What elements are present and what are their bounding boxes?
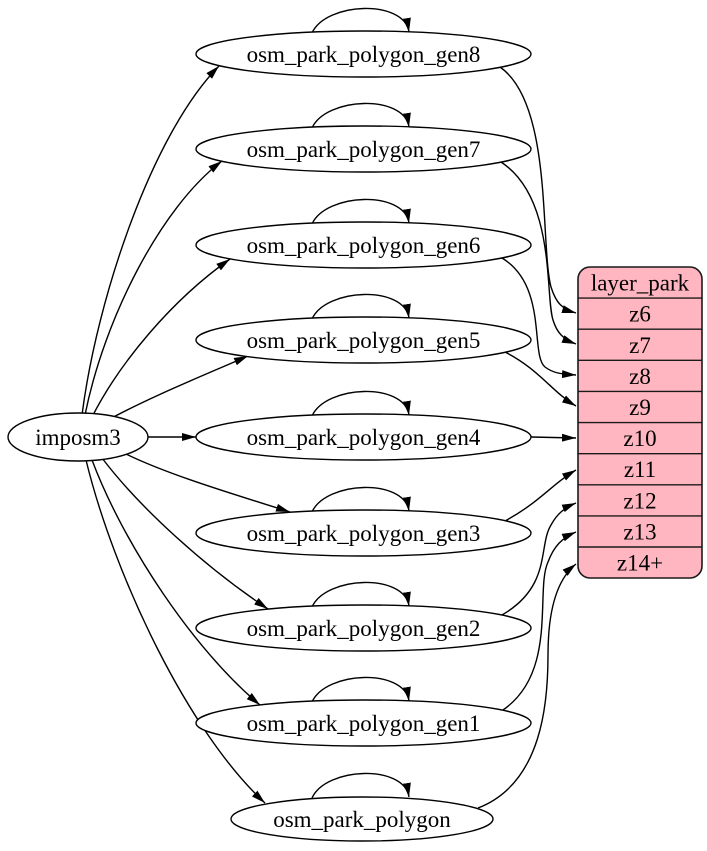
node-osm-park-polygon-gen7-shape	[195, 125, 532, 173]
edge-imposm3-to-gen2	[101, 457, 269, 610]
edge-gen6-self-loop	[311, 198, 411, 225]
table-row-z14plus: z14+	[617, 551, 663, 576]
node-osm-park-polygon-label: osm_park_polygon	[273, 807, 451, 832]
table-header-layer-park: layer_park	[591, 271, 690, 296]
edge-gen5-to-z9	[504, 351, 577, 407]
node-osm-park-polygon-gen6-shape	[195, 221, 532, 269]
node-osm-park-polygon-gen1-label: osm_park_polygon_gen1	[247, 711, 481, 736]
node-osm-park-polygon-gen8: osm_park_polygon_gen8	[195, 30, 532, 78]
node-osm-park-polygon-gen6: osm_park_polygon_gen6	[195, 221, 532, 269]
table-row-z8: z8	[629, 364, 651, 389]
node-osm-park-polygon-gen2-label: osm_park_polygon_gen2	[247, 616, 481, 641]
table-row-z11: z11	[624, 457, 656, 482]
table-row-z6: z6	[629, 302, 651, 327]
node-osm-park-polygon-shape	[230, 796, 494, 842]
edge-imposm3-to-osm-park-polygon	[85, 459, 266, 804]
edge-gen1-self-loop	[311, 676, 411, 703]
edge-imposm3-to-gen3	[123, 452, 291, 513]
edge-gen4-self-loop	[311, 390, 411, 417]
edges-self-loops	[311, 7, 411, 799]
node-osm-park-polygon-gen6-label: osm_park_polygon_gen6	[247, 233, 481, 258]
node-osm-park-polygon-gen2: osm_park_polygon_gen2	[195, 604, 532, 652]
edge-gen6-to-z8	[501, 257, 577, 379]
node-osm-park-polygon-gen4-label: osm_park_polygon_gen4	[247, 425, 481, 450]
edge-imposm3-to-gen5	[105, 355, 249, 422]
edge-imposm3-to-gen8	[81, 65, 220, 416]
table-row-z12: z12	[623, 488, 656, 513]
edge-gen7-self-loop	[311, 102, 411, 129]
edge-imposm3-to-gen1	[91, 459, 261, 706]
edge-gen8-self-loop	[311, 7, 411, 34]
edge-imposm3-to-gen6	[91, 258, 231, 418]
edge-gen2-to-z12	[501, 502, 577, 616]
table-row-z7: z7	[629, 333, 651, 358]
edge-gen3-self-loop	[311, 486, 411, 513]
node-osm-park-polygon-gen5-shape	[195, 316, 532, 364]
node-osm-park-polygon-gen1: osm_park_polygon_gen1	[195, 699, 532, 747]
table-row-z10: z10	[623, 426, 656, 451]
node-osm-park-polygon-gen2-shape	[195, 604, 532, 652]
edge-gen7-to-z7	[500, 161, 577, 345]
table-row-z13: z13	[623, 520, 656, 545]
edge-gen1-to-z13	[502, 531, 577, 711]
node-osm-park-polygon-gen5-label: osm_park_polygon_gen5	[247, 328, 481, 353]
node-osm-park-polygon-gen7: osm_park_polygon_gen7	[195, 125, 532, 173]
node-osm-park-polygon: osm_park_polygon	[230, 796, 494, 842]
node-osm-park-polygon-gen5: osm_park_polygon_gen5	[195, 316, 532, 364]
node-osm-park-polygon-gen3: osm_park_polygon_gen3	[195, 509, 532, 557]
node-osm-park-polygon-gen4: osm_park_polygon_gen4	[195, 413, 532, 461]
edge-gen4-to-z10	[530, 433, 577, 442]
edge-gen3-to-z11	[504, 469, 577, 522]
node-osm-park-polygon-gen1-shape	[195, 699, 532, 747]
edges-generators-to-table	[477, 66, 577, 809]
node-osm-park-polygon-gen8-shape	[195, 30, 532, 78]
edges-source-to-generators	[81, 65, 291, 804]
table-row-z9: z9	[629, 395, 651, 420]
node-osm-park-polygon-gen3-shape	[195, 509, 532, 557]
node-osm-park-polygon-gen7-label: osm_park_polygon_gen7	[247, 137, 481, 162]
node-osm-park-polygon-gen8-label: osm_park_polygon_gen8	[247, 42, 481, 67]
edge-osm-park-polygon-to-z14plus	[477, 563, 577, 809]
edge-gen5-self-loop	[311, 293, 411, 320]
node-imposm3-shape	[7, 412, 149, 462]
node-imposm3: imposm3	[7, 412, 149, 462]
edge-imposm3-to-gen7	[84, 160, 223, 416]
edge-osm-park-polygon-self-loop	[311, 772, 411, 799]
edge-gen8-to-z6	[499, 66, 577, 314]
table-layer-park: layer_park z6 z7 z8 z9 z10 z11 z12 z13 z…	[577, 266, 703, 579]
node-osm-park-polygon-gen4-shape	[195, 413, 532, 461]
edge-gen2-self-loop	[311, 581, 411, 608]
node-osm-park-polygon-gen3-label: osm_park_polygon_gen3	[247, 521, 481, 546]
node-imposm3-label: imposm3	[35, 425, 121, 450]
